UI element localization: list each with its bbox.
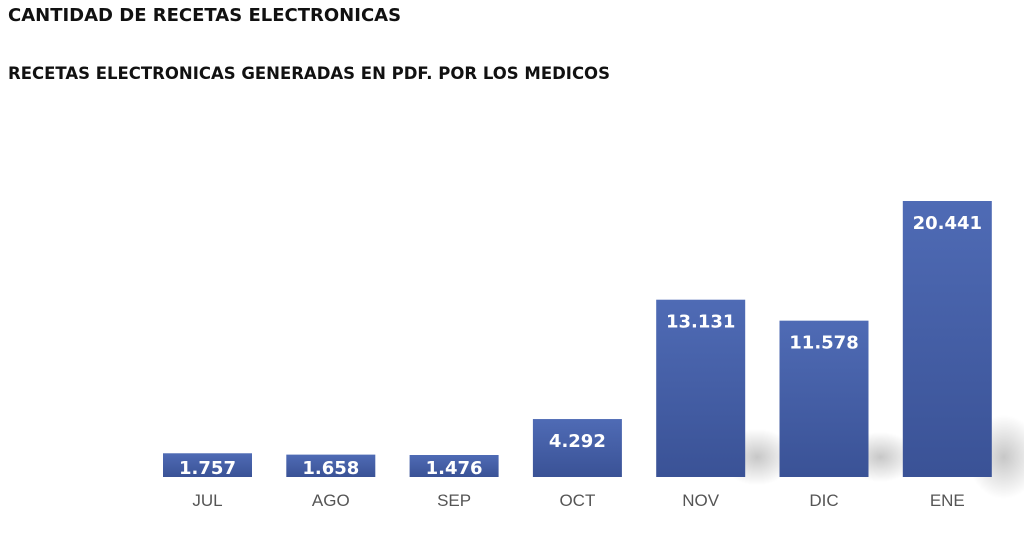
data-label-nov: 13.131 [666, 312, 735, 333]
chart-subtitle: RECETAS ELECTRONICAS GENERADAS EN PDF. P… [8, 64, 610, 83]
bar-ago [286, 454, 376, 477]
bar-sep [409, 455, 499, 477]
bar-nov [656, 299, 746, 477]
category-label-ago: AGO [312, 491, 350, 510]
category-label-oct: OCT [559, 491, 595, 510]
category-label-jul: JUL [192, 491, 222, 510]
category-label-nov: NOV [682, 491, 720, 510]
bar-ene [902, 201, 992, 477]
data-label-jul: 1.757 [179, 458, 236, 479]
bar-dic [779, 320, 869, 477]
data-label-sep: 1.476 [426, 458, 483, 479]
chart-title: CANTIDAD DE RECETAS ELECTRONICAS [8, 5, 402, 26]
category-label-ene: ENE [930, 491, 965, 510]
data-label-ene: 20.441 [913, 213, 982, 234]
bar-oct [532, 419, 622, 477]
data-label-dic: 11.578 [789, 333, 858, 354]
category-label-sep: SEP [437, 491, 471, 510]
category-label-dic: DIC [809, 491, 838, 510]
data-label-oct: 4.292 [549, 431, 606, 452]
data-label-ago: 1.658 [302, 458, 359, 479]
bar-jul [163, 453, 252, 477]
